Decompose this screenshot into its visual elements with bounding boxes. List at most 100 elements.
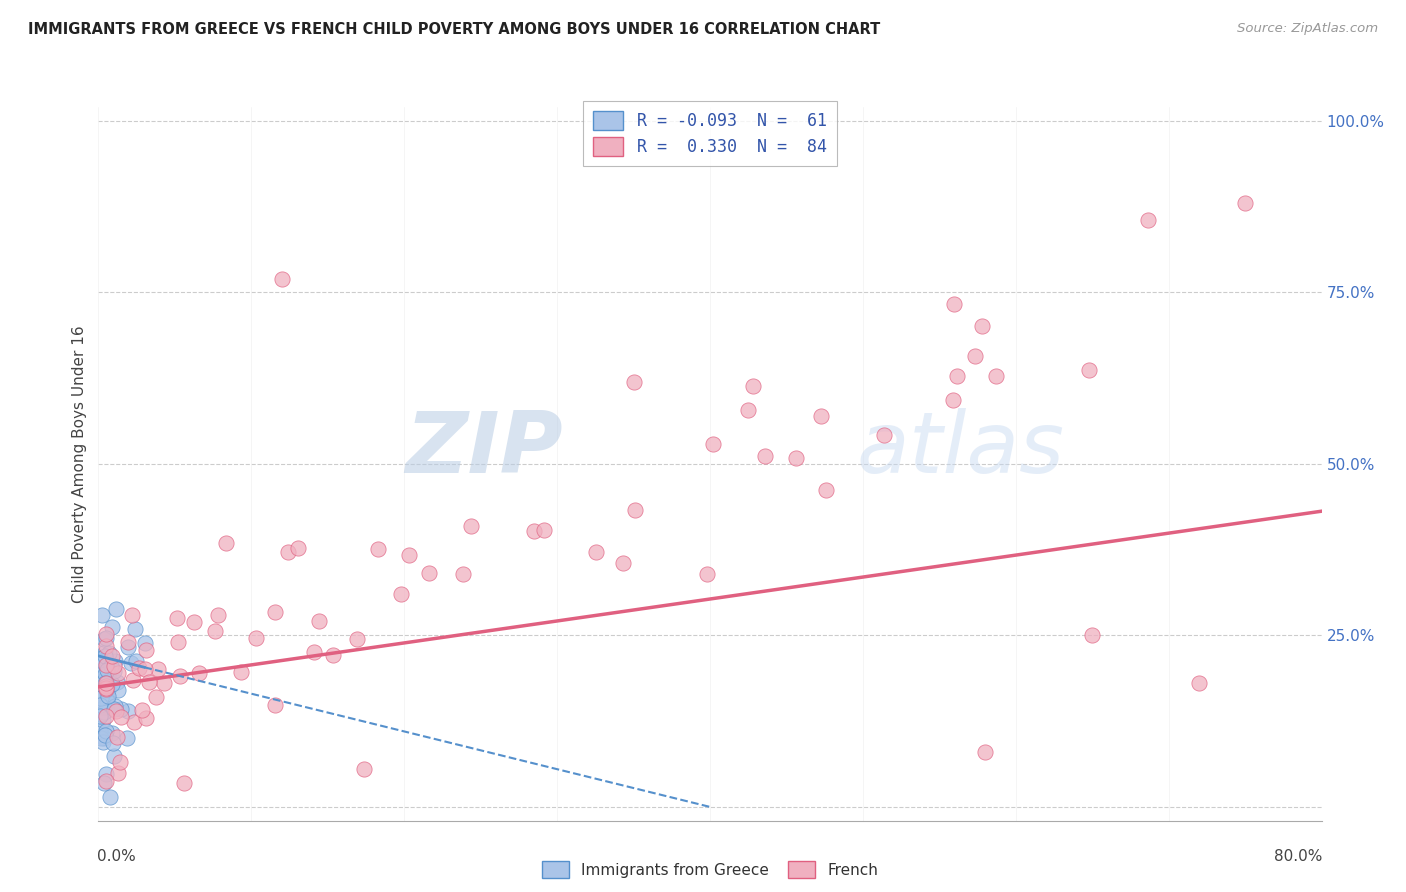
Point: [125, 654, 148, 668]
Point: [1081, 628, 1104, 642]
Point: [94, 728, 117, 742]
Point: [533, 523, 555, 537]
Point: [89, 690, 111, 705]
Point: [89, 698, 111, 712]
Point: [346, 632, 368, 647]
Point: [103, 701, 125, 715]
Point: [94, 774, 117, 789]
Point: [105, 730, 128, 744]
Point: [93, 776, 115, 790]
Point: [94, 681, 117, 695]
Point: [207, 607, 229, 622]
Point: [942, 297, 965, 311]
Point: [94, 681, 117, 696]
Point: [90, 663, 112, 677]
Point: [101, 736, 124, 750]
Point: [96, 694, 118, 708]
Point: [231, 665, 253, 679]
Point: [146, 662, 169, 676]
Point: [93, 706, 115, 720]
Point: [117, 640, 139, 654]
Point: [104, 699, 127, 714]
Point: [742, 379, 765, 393]
Point: [89, 708, 111, 723]
Point: [110, 702, 132, 716]
Text: Source: ZipAtlas.com: Source: ZipAtlas.com: [1237, 22, 1378, 36]
Point: [1234, 196, 1257, 211]
Point: [984, 368, 1007, 383]
Point: [101, 649, 124, 664]
Point: [93, 632, 115, 646]
Point: [188, 665, 211, 680]
Point: [117, 635, 139, 649]
Point: [94, 679, 117, 693]
Point: [104, 654, 127, 668]
Point: [183, 615, 205, 629]
Legend: Immigrants from Greece, French: Immigrants from Greece, French: [536, 855, 884, 884]
Point: [94, 640, 117, 654]
Point: [873, 427, 896, 442]
Point: [153, 676, 176, 690]
Point: [103, 665, 125, 679]
Point: [810, 409, 832, 423]
Point: [91, 713, 114, 727]
Point: [702, 437, 724, 451]
Point: [105, 674, 128, 689]
Point: [104, 704, 127, 718]
Point: [612, 557, 634, 571]
Text: 0.0%: 0.0%: [97, 849, 136, 864]
Point: [100, 659, 122, 673]
Point: [134, 661, 156, 675]
Point: [122, 715, 145, 730]
Point: [97, 682, 120, 697]
Point: [131, 702, 153, 716]
Point: [624, 503, 647, 517]
Point: [96, 709, 118, 723]
Point: [91, 734, 114, 748]
Point: [105, 601, 128, 615]
Point: [302, 644, 325, 658]
Point: [623, 375, 645, 389]
Point: [974, 745, 997, 759]
Point: [1077, 363, 1099, 377]
Text: ZIP: ZIP: [405, 408, 564, 491]
Point: [108, 755, 131, 769]
Point: [398, 548, 420, 562]
Point: [94, 649, 117, 664]
Point: [96, 659, 118, 673]
Point: [308, 614, 330, 628]
Point: [117, 731, 139, 746]
Point: [90, 731, 112, 746]
Point: [94, 675, 117, 690]
Point: [107, 766, 129, 780]
Point: [451, 566, 474, 581]
Point: [173, 776, 195, 790]
Point: [264, 605, 287, 619]
Point: [204, 624, 226, 639]
Point: [117, 704, 139, 718]
Y-axis label: Child Poverty Among Boys Under 16: Child Poverty Among Boys Under 16: [72, 325, 87, 603]
Point: [89, 652, 111, 666]
Point: [367, 541, 389, 556]
Point: [122, 673, 145, 687]
Point: [942, 392, 965, 407]
Text: atlas: atlas: [856, 408, 1064, 491]
Point: [754, 449, 776, 463]
Point: [103, 748, 125, 763]
Point: [135, 711, 157, 725]
Point: [277, 545, 299, 559]
Point: [963, 349, 986, 363]
Point: [89, 708, 111, 723]
Point: [90, 691, 112, 706]
Point: [215, 536, 238, 550]
Point: [93, 731, 115, 745]
Point: [101, 620, 124, 634]
Point: [970, 319, 993, 334]
Point: [138, 675, 160, 690]
Point: [322, 648, 344, 662]
Point: [96, 695, 118, 709]
Point: [264, 698, 287, 712]
Point: [245, 631, 267, 645]
Point: [523, 524, 546, 538]
Point: [945, 369, 967, 384]
